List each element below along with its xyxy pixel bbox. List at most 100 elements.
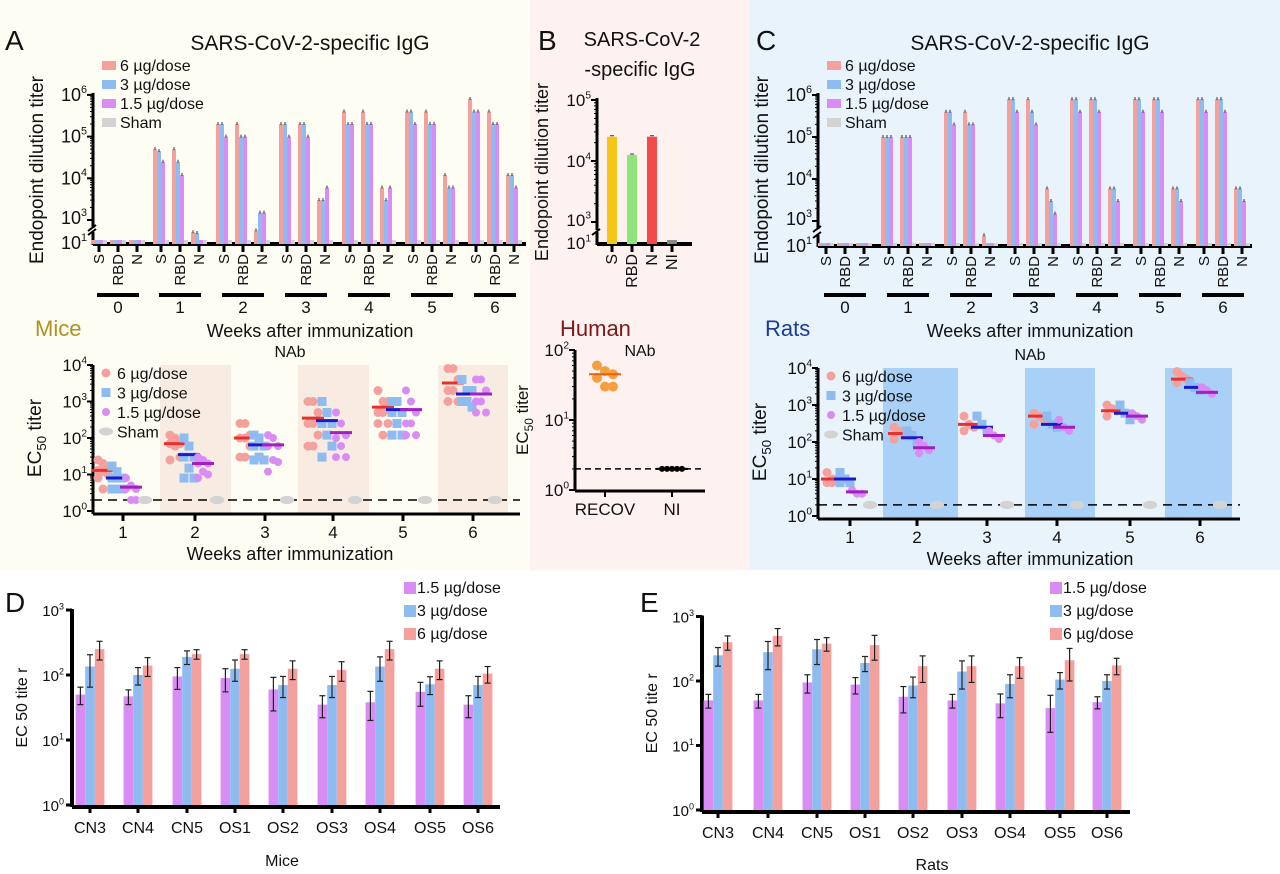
bar: [885, 137, 889, 246]
y-axis-label: EC 50 tite r: [644, 673, 661, 754]
data-point: [1065, 426, 1073, 435]
tick-exponent: 0: [806, 506, 812, 517]
legend-label: 1.5 µg/dose: [417, 580, 501, 597]
y-tick-label: 104: [787, 358, 812, 378]
bar: [1227, 243, 1231, 246]
bar: [822, 243, 826, 246]
data-point: [835, 478, 845, 488]
bar: [415, 691, 426, 805]
tick-exponent: 3: [806, 395, 812, 406]
antigen-label: S: [881, 256, 898, 266]
week-label: 6: [1195, 528, 1204, 547]
bar: [161, 161, 165, 244]
bar: [434, 668, 445, 805]
data-point: [240, 452, 250, 462]
tick-exponent: 4: [81, 167, 87, 179]
bar: [931, 243, 935, 246]
bar: [1045, 708, 1056, 810]
y-tick-label: 101: [566, 233, 591, 253]
bar: [118, 240, 122, 244]
week-label: 0: [113, 298, 122, 317]
bar: [1183, 243, 1187, 246]
bar: [518, 240, 522, 244]
legend-marker: [102, 408, 110, 416]
bar: [216, 124, 220, 244]
data-point: [387, 397, 397, 406]
tick-exponent: 3: [81, 207, 87, 219]
bar: [365, 702, 376, 805]
y-tick-label: 106: [786, 84, 812, 105]
data-point: [457, 397, 467, 406]
antigen-label: RBD: [487, 254, 504, 286]
chart-title: NAb: [1014, 347, 1045, 364]
bar: [329, 240, 333, 244]
antigen-label: S: [279, 254, 296, 264]
bar: [172, 149, 176, 244]
legend-swatch: [102, 80, 116, 89]
bar: [99, 240, 103, 244]
data-point: [462, 386, 472, 396]
bar: [860, 663, 870, 810]
week-label: 4: [1052, 528, 1061, 547]
bar: [373, 240, 377, 244]
bar: [254, 230, 258, 244]
week-band: [1025, 368, 1095, 518]
legend-label: Sham: [120, 115, 162, 132]
bar: [881, 137, 885, 246]
bar: [904, 137, 908, 246]
y-tick-label: 102: [544, 340, 569, 360]
bar: [451, 187, 455, 244]
data-point: [210, 496, 224, 505]
bar: [133, 240, 137, 244]
category-label: OS2: [897, 825, 929, 842]
bar: [203, 240, 207, 244]
data-point: [378, 430, 388, 440]
panel-letter-a: A: [5, 25, 24, 56]
data-point: [443, 397, 453, 406]
bar: [325, 187, 329, 244]
bar: [224, 136, 228, 244]
data-point: [337, 442, 345, 451]
bar: [137, 240, 141, 244]
legend-marker: [824, 430, 838, 439]
antigen-label: N: [506, 254, 523, 265]
bar: [856, 243, 860, 246]
y-tick-label: 104: [566, 151, 591, 171]
bar: [424, 111, 428, 244]
bar: [1242, 200, 1246, 246]
legend-label: 3 µg/dose: [1063, 603, 1134, 620]
week-label: 5: [398, 523, 407, 542]
bar: [487, 111, 491, 244]
data-point: [249, 455, 259, 465]
bar: [986, 243, 990, 246]
antigen-label: N: [129, 254, 146, 265]
bar: [310, 240, 314, 244]
species-label-rats: Rats: [765, 316, 810, 341]
antigen-label: N: [1234, 256, 1251, 267]
bar: [346, 124, 350, 244]
data-point: [1115, 400, 1125, 410]
antigen-label: N: [380, 254, 397, 265]
legend-label: 1.5 µg/dose: [120, 96, 204, 113]
bar: [182, 656, 192, 805]
bar-n: [647, 136, 657, 244]
week-underline: [285, 293, 327, 297]
bar: [1055, 679, 1065, 810]
bar: [1215, 99, 1219, 246]
x-axis-label: Mice: [265, 853, 299, 870]
data-point: [392, 397, 402, 406]
data-point: [600, 381, 610, 392]
data-point: [1042, 411, 1052, 421]
week-label: 0: [840, 298, 849, 317]
bar: [947, 700, 958, 810]
legend-marker: [101, 388, 111, 397]
tick-exponent: 1: [81, 465, 87, 476]
tick-exponent: 3: [81, 392, 87, 403]
antigen-label: RBD: [424, 254, 441, 286]
x-axis-label: Weeks after immunization: [927, 321, 1134, 341]
antigen-label: N: [1108, 256, 1125, 267]
tick-exponent: 3: [585, 210, 591, 221]
bar: [239, 654, 250, 805]
legend-marker: [827, 411, 835, 419]
week-underline: [1013, 293, 1055, 297]
